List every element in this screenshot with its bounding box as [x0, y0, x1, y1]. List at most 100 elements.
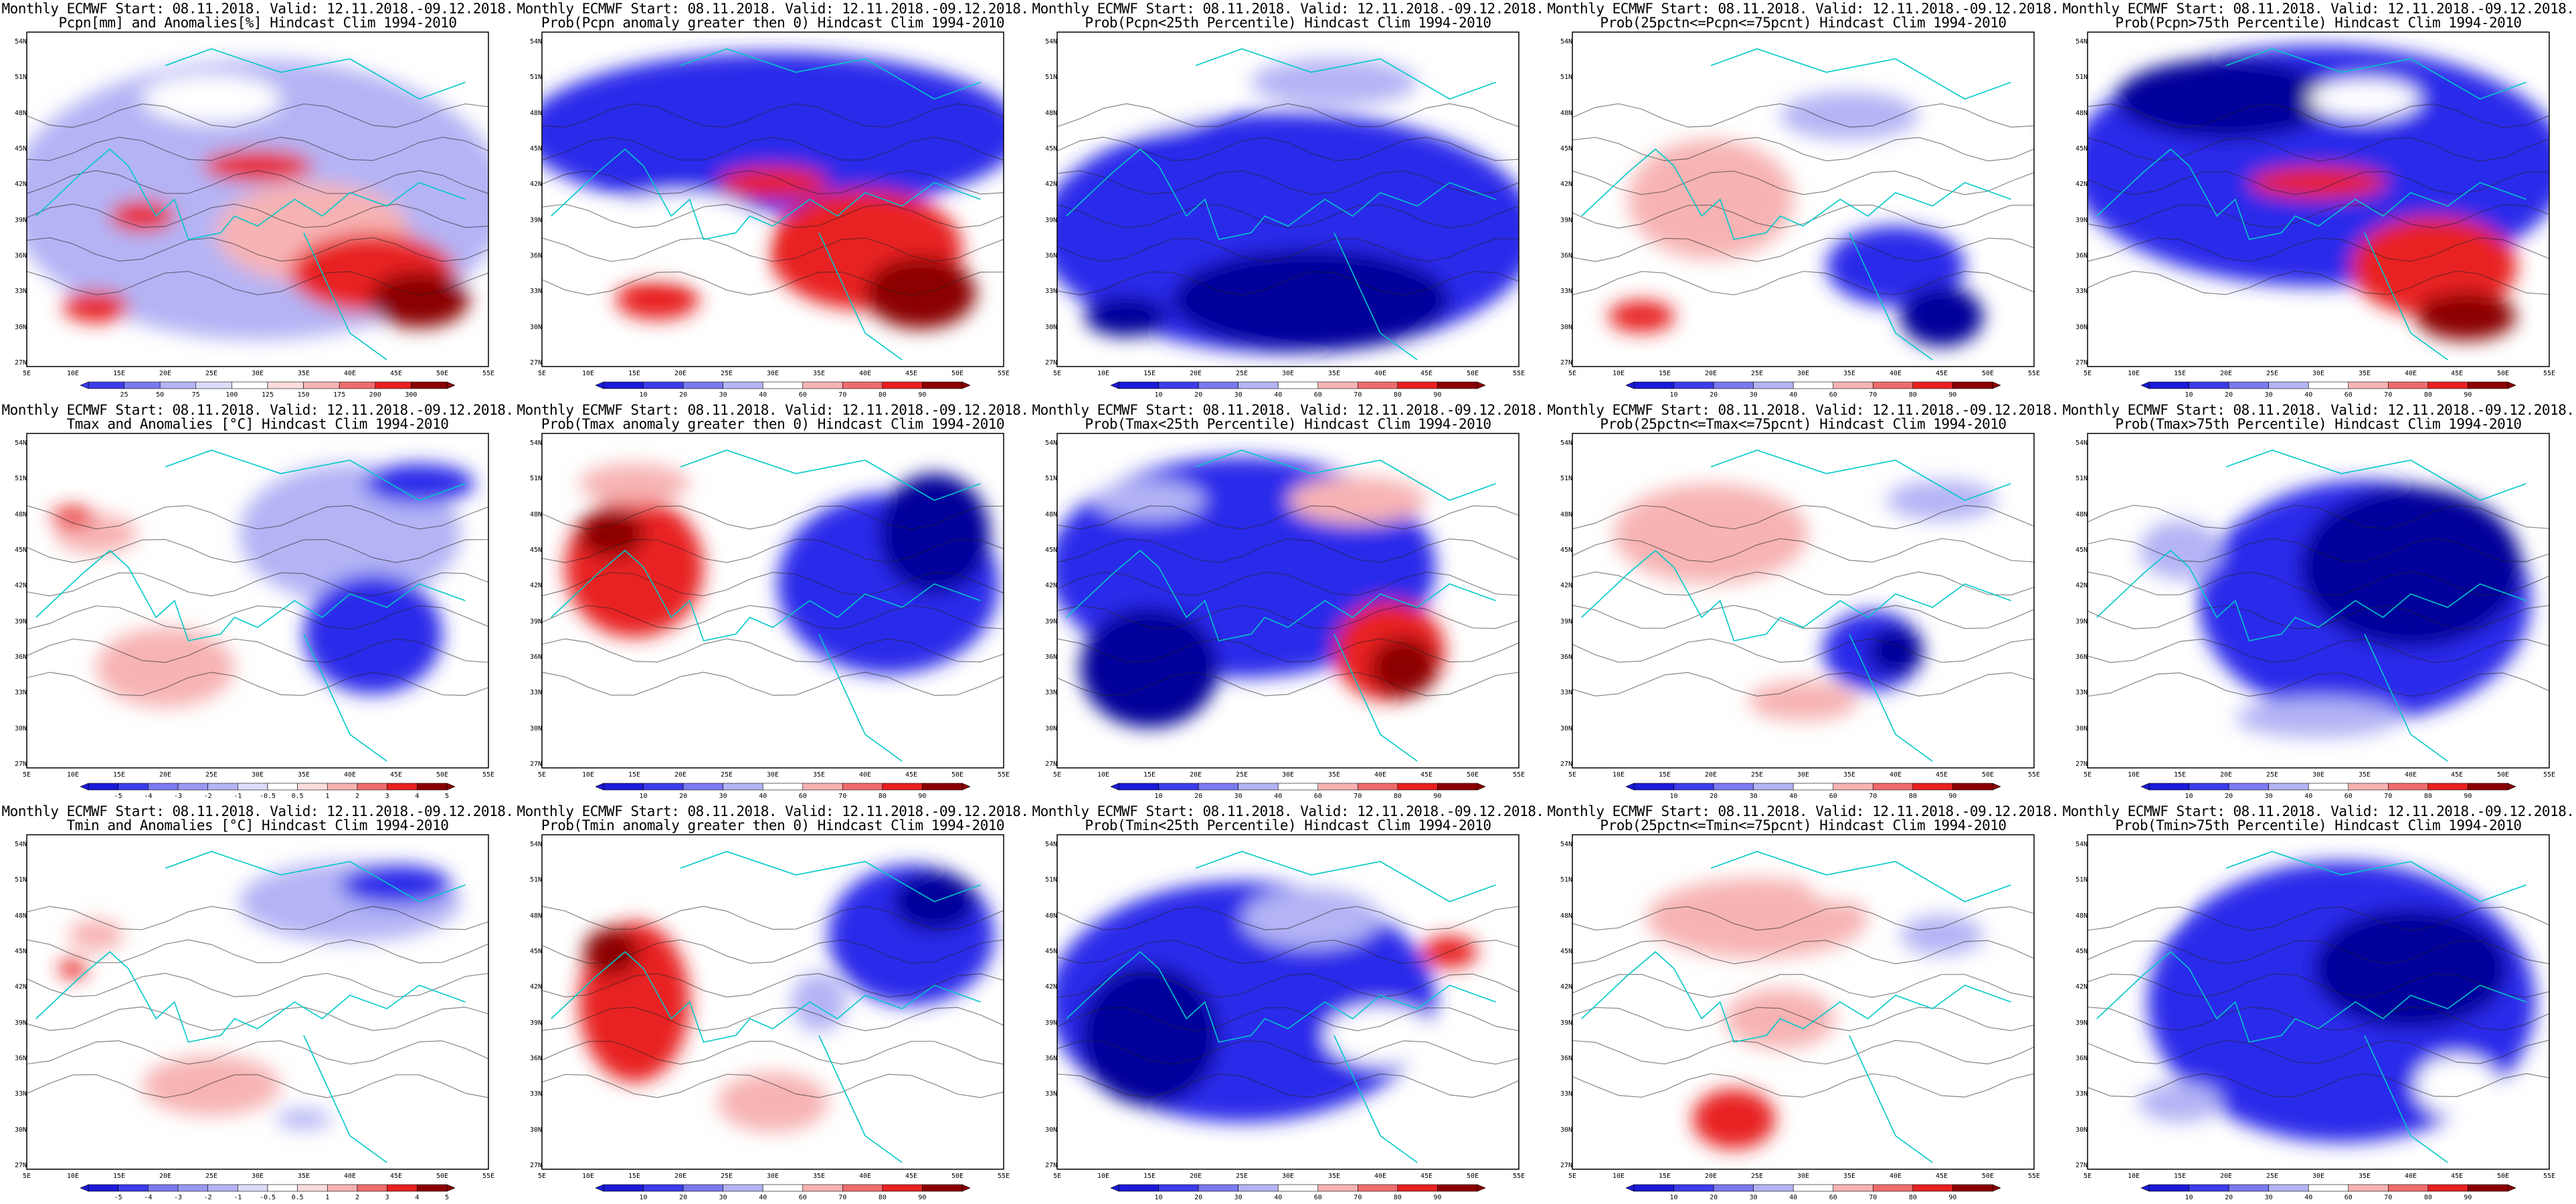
latitude-label: 42N: [1044, 582, 1057, 590]
colorbar-swatch: [2468, 1184, 2508, 1192]
anomaly-field: [1614, 484, 1808, 584]
colorbar-swatch: [2468, 783, 2508, 791]
longitude-label: 20E: [1189, 771, 1202, 779]
colorbar-swatch: [1238, 381, 1279, 389]
anomaly-field: [1692, 1089, 1776, 1149]
colorbar-arrow-left: [1111, 783, 1119, 791]
colorbar-label: 70: [1354, 391, 1362, 399]
latitude-label: 54N: [1560, 439, 1572, 447]
latitude-label: 45N: [2075, 145, 2088, 153]
colorbar-swatch: [643, 381, 684, 389]
contour-line: [2088, 973, 2549, 998]
colorbar-swatch: [802, 1184, 843, 1192]
colorbar-swatch: [643, 783, 684, 791]
anomaly-field: [1900, 286, 1984, 346]
contour-line: [1057, 638, 1519, 663]
contour-line: [27, 136, 488, 161]
colorbar-swatch: [411, 381, 448, 389]
colorbar-label: 5: [444, 1194, 450, 1201]
colorbar-label: 40: [2304, 793, 2313, 800]
contour-line: [542, 1007, 1004, 1031]
colorbar: [2141, 381, 2516, 389]
colorbar-swatch: [1158, 783, 1199, 791]
panel-subtitle: Prob(Tmin>75th Percentile) Hindcast Clim…: [2115, 817, 2522, 833]
colorbar-arrow-left: [595, 1184, 604, 1192]
anomaly-field: [2415, 1056, 2499, 1116]
contour-line: [542, 170, 1004, 195]
colorbar-arrow-right: [446, 783, 455, 791]
panel-subtitle: Prob(Tmax<25th Percentile) Hindcast Clim…: [1085, 416, 1491, 432]
anomaly-field: [2249, 167, 2388, 199]
colorbar-swatch: [1397, 381, 1438, 389]
panel-subtitle: Prob(25pctn<=Pcpn<=75pcnt) Hindcast Clim…: [1600, 15, 2007, 31]
latitude-label: 39N: [529, 216, 542, 224]
colorbar-label: 70: [2384, 391, 2393, 399]
colorbar-label: 20: [1710, 793, 1718, 800]
colorbar-label: 150: [297, 391, 310, 399]
latitude-label: 45N: [1560, 948, 1572, 955]
colorbar-arrow-right: [1992, 381, 2001, 389]
latitude-label: 30N: [1044, 1126, 1057, 1134]
longitude-label: 50E: [1981, 1173, 1995, 1180]
longitude-label: 35E: [297, 370, 310, 377]
colorbar-label: 60: [798, 1194, 807, 1201]
longitude-label: 10E: [2127, 771, 2140, 779]
colorbar-swatch: [1792, 1184, 1834, 1192]
latitude-label: 45N: [1560, 546, 1572, 554]
colorbar-label: 2: [355, 793, 360, 800]
contour-line: [1057, 271, 1519, 296]
map-panel: Monthly ECMWF Start: 08.11.2018. Valid: …: [515, 803, 1030, 1204]
colorbar-swatch: [159, 381, 197, 389]
coastline: [680, 449, 981, 501]
latitude-label: 36N: [529, 252, 542, 260]
coastline: [2364, 633, 2448, 762]
colorbar-label: 50: [156, 391, 165, 399]
longitude-label: 5E: [22, 370, 31, 377]
anomaly-field: [1900, 915, 1984, 955]
colorbar-swatch: [762, 783, 804, 791]
colorbar-swatch: [922, 783, 963, 791]
latitude-label: 27N: [1560, 761, 1572, 768]
latitude-label: 33N: [529, 689, 542, 697]
latitude-label: 27N: [14, 359, 27, 367]
coastline: [2225, 851, 2526, 902]
map-frame: [541, 433, 1004, 769]
longitude-label: 5E: [1568, 370, 1577, 377]
latitude-label: 42N: [529, 582, 542, 590]
latitude-label: 42N: [529, 181, 542, 189]
map-frame: [26, 834, 489, 1170]
longitude-label: 35E: [812, 771, 826, 779]
colorbar: [1111, 381, 1485, 389]
colorbar-swatch: [1317, 381, 1358, 389]
anomaly-field: [1826, 226, 1965, 306]
panel-header: Monthly ECMWF Start: 08.11.2018. Valid: …: [517, 402, 1029, 418]
longitude-label: 10E: [581, 370, 595, 377]
longitude-label: 20E: [159, 370, 172, 377]
longitude-label: 30E: [2312, 1173, 2325, 1180]
anomaly-field: [202, 150, 313, 182]
anomaly-field: [2092, 878, 2176, 926]
latitude-label: 30N: [2075, 724, 2088, 732]
colorbar-label: 10: [1669, 391, 1678, 399]
latitude-label: 48N: [1044, 510, 1057, 518]
map-frame: [2087, 31, 2550, 367]
colorbar-swatch: [1277, 381, 1319, 389]
coastline: [1195, 851, 1496, 902]
colorbar-swatch: [682, 381, 723, 389]
colorbar-swatch: [238, 783, 268, 791]
colorbar-label: -0.5: [259, 793, 276, 800]
colorbar-label: 10: [2185, 391, 2193, 399]
colorbar-label: 20: [2225, 793, 2233, 800]
panel-header: Monthly ECMWF Start: 08.11.2018. Valid: …: [1547, 402, 2059, 418]
contour-line: [1572, 906, 2034, 931]
longitude-label: 10E: [1612, 1173, 1625, 1180]
latitude-label: 33N: [2075, 288, 2088, 296]
colorbar-swatch: [1833, 783, 1873, 791]
contour-line: [1057, 672, 1519, 696]
longitude-label: 50E: [436, 771, 449, 779]
panel-header: Monthly ECMWF Start: 08.11.2018. Valid: …: [517, 803, 1029, 819]
latitude-label: 48N: [14, 510, 27, 518]
longitude-label: 40E: [2404, 771, 2417, 779]
longitude-label: 40E: [2404, 1173, 2417, 1180]
panel-subtitle: Prob(Tmin<25th Percentile) Hindcast Clim…: [1085, 817, 1491, 833]
